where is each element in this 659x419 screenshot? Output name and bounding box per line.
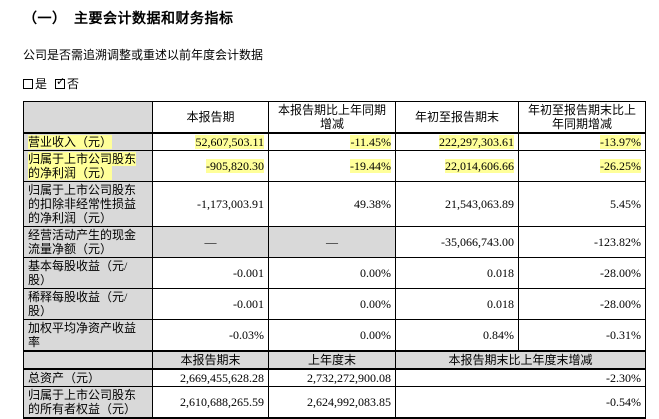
restatement-options: 是否: [23, 75, 645, 92]
row-label: 基本每股收益（元/ 股）: [23, 257, 153, 289]
table-row-weighted-avg-roe: 加权平均净资产收益 率 -0.03% 0.00% 0.84% -0.31%: [23, 319, 646, 352]
table-row-total-assets: 总资产（元） 2,669,455,628.28 2,732,272,900.08…: [23, 368, 646, 387]
cell-value: -1,173,003.91: [152, 181, 269, 227]
checkbox-unchecked-icon[interactable]: [23, 79, 33, 89]
row-label: 营业收入（元）: [23, 132, 153, 151]
cell-value: 52,607,503.11: [152, 132, 269, 151]
header-current-period: 本报告期: [152, 101, 269, 134]
cell-value: 222,297,303.61: [395, 132, 519, 151]
cell-dash: —: [268, 226, 396, 258]
option-no-label: 否: [67, 77, 80, 91]
cell-value: -28.00%: [518, 288, 646, 320]
checkbox-checked-icon[interactable]: [55, 77, 65, 89]
key-financial-indicators-table: 本报告期 本报告期比上年同期增减 年初至报告期末 年初至报告期末比上年同期增减 …: [23, 101, 646, 419]
header-end-of-period: 本报告期末: [152, 350, 269, 370]
header-ytd-yoy: 年初至报告期末比上年同期增减: [518, 101, 646, 134]
cell-value: 2,732,272,900.08: [268, 368, 396, 387]
cell-value: -28.00%: [518, 257, 646, 289]
table-row-net-profit: 归属于上市公司股东 的净利润（元） -905,820.30 -19.44% 22…: [23, 150, 646, 182]
table-row-revenue: 营业收入（元） 52,607,503.11 -11.45% 222,297,30…: [23, 132, 646, 151]
row-label: 归属于上市公司股东 的净利润（元）: [23, 150, 153, 182]
table-row-owners-equity: 归属于上市公司股东 的所有者权益（元） 2,610,688,265.59 2,6…: [23, 386, 646, 419]
table-bottom-header-row: 本报告期末 上年度末 本报告期末比上年度末增减: [23, 350, 646, 370]
table-header-row: 本报告期 本报告期比上年同期增减 年初至报告期末 年初至报告期末比上年同期增减: [23, 101, 646, 134]
restatement-question: 公司是否需追溯调整或重述以前年度会计数据: [23, 48, 264, 62]
cell-value: -26.25%: [518, 150, 646, 182]
table-row-net-profit-excl-nonrecurring: 归属于上市公司股东 的扣除非经常性损益 的净利润（元） -1,173,003.9…: [23, 181, 646, 227]
cell-value: 2,610,688,265.59: [152, 386, 269, 419]
cell-value: 0.018: [395, 288, 519, 320]
table-row-basic-eps: 基本每股收益（元/ 股） -0.001 0.00% 0.018 -28.00%: [23, 257, 646, 289]
row-label: 归属于上市公司股东 的所有者权益（元）: [23, 386, 153, 419]
cell-value: 2,624,992,083.85: [268, 386, 396, 419]
header-current-period-yoy: 本报告期比上年同期增减: [268, 101, 396, 134]
cell-value: 2,669,455,628.28: [152, 368, 269, 387]
cell-value: -19.44%: [268, 150, 396, 182]
option-yes-label: 是: [35, 77, 48, 91]
cell-value: 22,014,606.66: [395, 150, 519, 182]
table-row-operating-cash-flow: 经营活动产生的现金 流量净额（元） — — -35,066,743.00 -12…: [23, 226, 646, 258]
cell-value: 0.00%: [268, 288, 396, 320]
cell-value: 0.00%: [268, 319, 396, 352]
cell-value: -0.31%: [518, 319, 646, 352]
cell-value: 21,543,063.89: [395, 181, 519, 227]
header-end-of-prior-year: 上年度末: [268, 350, 396, 370]
section-title: （一） 主要会计数据和财务指标: [23, 12, 234, 27]
cell-value: -0.001: [152, 288, 269, 320]
row-label: 归属于上市公司股东 的扣除非经常性损益 的净利润（元）: [23, 181, 153, 227]
row-label: 加权平均净资产收益 率: [23, 319, 153, 352]
cell-value: -0.001: [152, 257, 269, 289]
option-yes: 是: [23, 77, 47, 91]
header-ytd: 年初至报告期末: [395, 101, 519, 134]
cell-value: -11.45%: [268, 132, 396, 151]
table-row-diluted-eps: 稀释每股收益（元/ 股） -0.001 0.00% 0.018 -28.00%: [23, 288, 646, 320]
cell-value: 49.38%: [268, 181, 396, 227]
header-period-end-change: 本报告期末比上年度末增减: [395, 350, 646, 370]
cell-value: -0.03%: [152, 319, 269, 352]
cell-value: -123.82%: [518, 226, 646, 258]
header-corner-cell: [23, 101, 153, 134]
cell-value: 5.45%: [518, 181, 646, 227]
cell-value: -13.97%: [518, 132, 646, 151]
bottom-header-corner-cell: [23, 350, 153, 370]
cell-value: 0.018: [395, 257, 519, 289]
cell-value: -0.54%: [395, 386, 646, 419]
cell-value: -905,820.30: [152, 150, 269, 182]
cell-value: -35,066,743.00: [395, 226, 519, 258]
row-label: 总资产（元）: [23, 368, 153, 387]
cell-dash: —: [152, 226, 269, 258]
cell-value: 0.84%: [395, 319, 519, 352]
cell-value: -2.30%: [395, 368, 646, 387]
cell-value: 0.00%: [268, 257, 396, 289]
row-label: 经营活动产生的现金 流量净额（元）: [23, 226, 153, 258]
option-no: 否: [55, 77, 79, 91]
row-label: 稀释每股收益（元/ 股）: [23, 288, 153, 320]
